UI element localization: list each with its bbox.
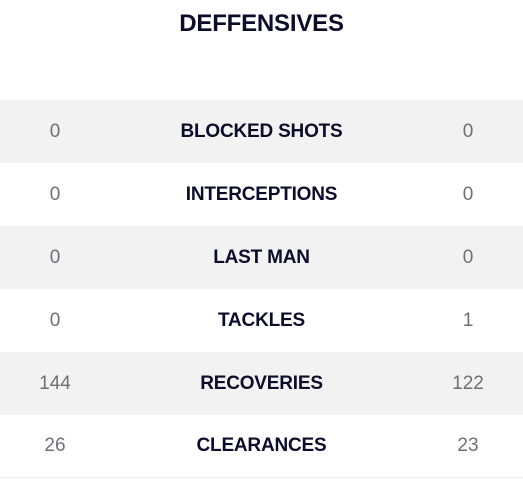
away-value: 1 xyxy=(462,309,474,331)
away-value: 0 xyxy=(462,246,474,268)
home-value: 0 xyxy=(49,183,61,205)
away-value: 0 xyxy=(462,183,474,205)
away-value: 0 xyxy=(462,120,474,142)
defensive-stats-table: 0 BLOCKED SHOTS 0 0 INTERCEPTIONS 0 0 LA… xyxy=(0,100,523,478)
stat-label: LAST MAN xyxy=(213,246,310,268)
away-value: 122 xyxy=(452,372,484,394)
stat-row-blocked-shots: 0 BLOCKED SHOTS 0 xyxy=(0,100,523,163)
away-value: 23 xyxy=(457,435,479,456)
stat-label: CLEARANCES xyxy=(196,435,327,456)
section-title: DEFFENSIVES xyxy=(179,10,344,37)
home-value: 26 xyxy=(44,435,66,456)
stat-row-clearances: 26 CLEARANCES 23 xyxy=(0,415,523,478)
stat-label: TACKLES xyxy=(218,309,305,331)
stat-label: BLOCKED SHOTS xyxy=(180,120,343,142)
stat-row-recoveries: 144 RECOVERIES 122 xyxy=(0,352,523,415)
stat-label: RECOVERIES xyxy=(200,372,323,394)
stat-row-interceptions: 0 INTERCEPTIONS 0 xyxy=(0,163,523,226)
stat-row-last-man: 0 LAST MAN 0 xyxy=(0,226,523,289)
home-value: 0 xyxy=(49,309,61,331)
home-value: 0 xyxy=(49,120,61,142)
stat-row-tackles: 0 TACKLES 1 xyxy=(0,289,523,352)
home-value: 0 xyxy=(49,246,61,268)
home-value: 144 xyxy=(39,372,71,394)
stat-label: INTERCEPTIONS xyxy=(185,183,338,205)
